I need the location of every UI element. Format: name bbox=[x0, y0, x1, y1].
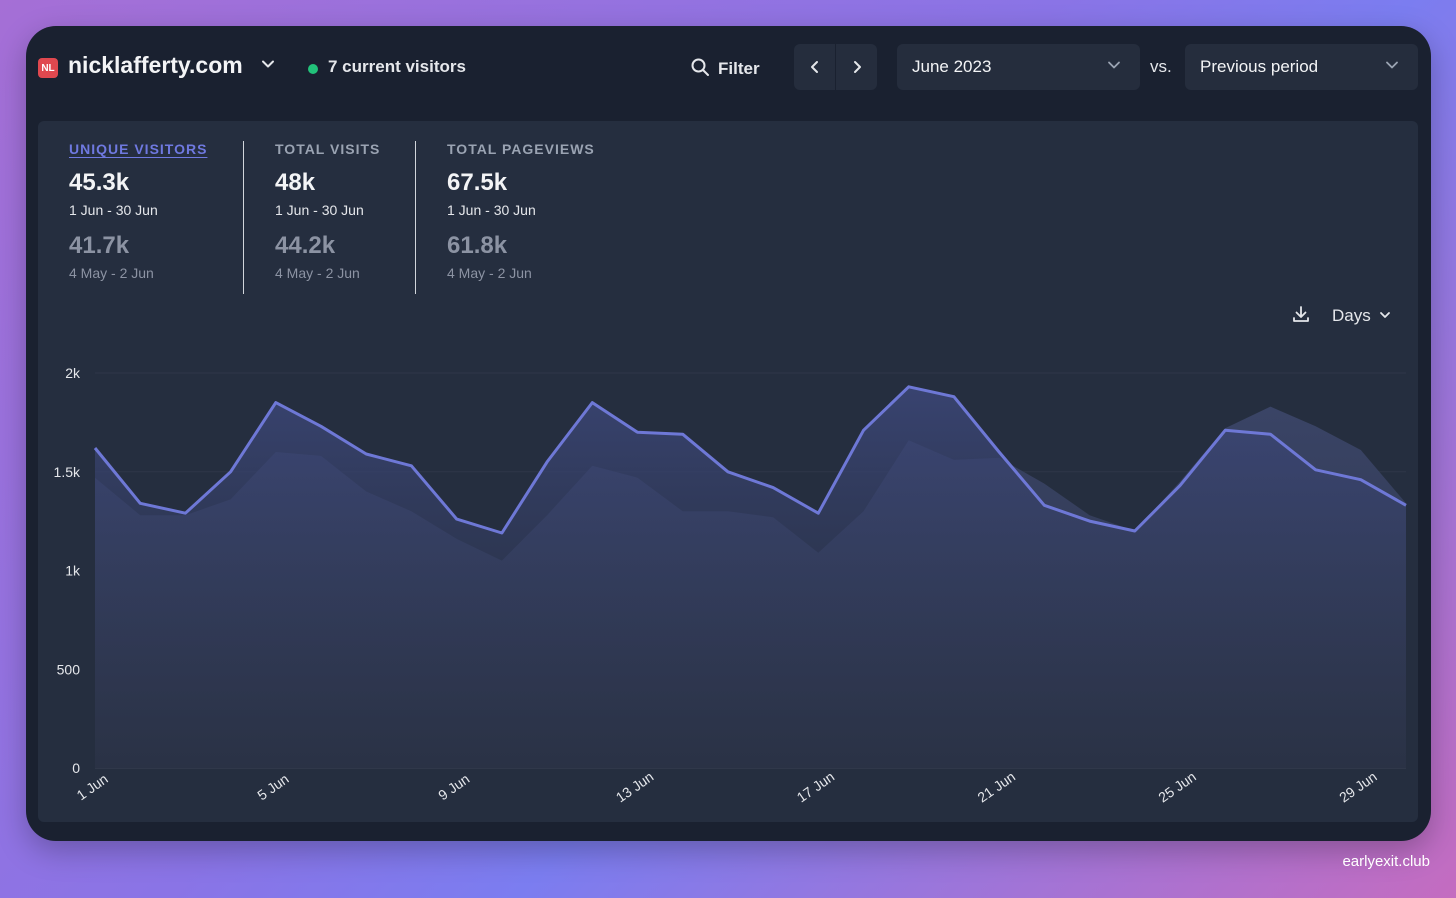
stat-label: UNIQUE VISITORS bbox=[69, 141, 208, 157]
stat-previous-range: 4 May - 2 Jun bbox=[69, 265, 154, 281]
chevron-down-icon[interactable] bbox=[260, 56, 276, 77]
current-period-line bbox=[93, 385, 1407, 535]
period-value: June 2023 bbox=[912, 57, 992, 76]
nav-divider bbox=[835, 44, 836, 90]
x-axis-ticks: 1 Jun 5 Jun 9 Jun 13 Jun 17 Jun 21 Jun 25 Jun 2… bbox=[74, 768, 1380, 805]
y-tick-label: 0 bbox=[72, 760, 80, 776]
stat-value: 48k bbox=[275, 169, 316, 196]
site-name[interactable]: nicklafferty.com bbox=[68, 52, 243, 78]
chevron-down-icon bbox=[1384, 57, 1400, 78]
x-tick-label: 5 Jun bbox=[254, 771, 291, 804]
stat-total-visits[interactable]: TOTAL VISITS 48k 1 Jun - 30 Jun 44.2k 4 … bbox=[275, 141, 380, 281]
chevron-left-icon bbox=[810, 61, 818, 73]
stat-unique-visitors[interactable]: UNIQUE VISITORS 45.3k 1 Jun - 30 Jun 41.… bbox=[69, 141, 207, 281]
current-visitors[interactable]: 7 current visitors bbox=[328, 57, 466, 76]
stat-previous-value: 41.7k bbox=[69, 232, 130, 259]
x-tick-label: 21 Jun bbox=[974, 768, 1018, 805]
filter-label: Filter bbox=[718, 59, 760, 78]
chart-areas bbox=[93, 385, 1407, 768]
current-period-area bbox=[95, 386, 1406, 768]
site-favicon: NL bbox=[38, 58, 58, 78]
analytics-window: NL nicklafferty.com 7 current visitors F… bbox=[26, 26, 1431, 841]
stat-range: 1 Jun - 30 Jun bbox=[275, 202, 364, 218]
period-select[interactable]: June 2023 bbox=[897, 44, 1140, 90]
stat-range: 1 Jun - 30 Jun bbox=[447, 202, 536, 218]
period-nav bbox=[794, 44, 877, 90]
stat-total-pageviews[interactable]: TOTAL PAGEVIEWS 67.5k 1 Jun - 30 Jun 61.… bbox=[447, 141, 595, 281]
stat-previous-value: 44.2k bbox=[275, 232, 336, 259]
stat-range: 1 Jun - 30 Jun bbox=[69, 202, 158, 218]
stat-previous-range: 4 May - 2 Jun bbox=[447, 265, 532, 281]
stat-value: 45.3k bbox=[69, 169, 130, 196]
x-tick-label: 13 Jun bbox=[613, 768, 657, 805]
stat-previous-range: 4 May - 2 Jun bbox=[275, 265, 360, 281]
granularity-select[interactable]: Days bbox=[1332, 306, 1391, 326]
y-tick-label: 1k bbox=[65, 563, 81, 579]
search-icon bbox=[690, 57, 710, 82]
watermark-credit: earlyexit.club bbox=[1342, 853, 1430, 870]
stat-value: 67.5k bbox=[447, 169, 508, 196]
granularity-value: Days bbox=[1332, 306, 1371, 325]
vs-label: vs. bbox=[1150, 57, 1172, 76]
filter-button[interactable]: Filter bbox=[690, 52, 760, 86]
compare-select[interactable]: Previous period bbox=[1185, 44, 1418, 90]
y-tick-label: 500 bbox=[57, 661, 81, 677]
next-period-button[interactable] bbox=[836, 44, 877, 90]
download-icon[interactable] bbox=[1291, 304, 1311, 329]
previous-period-button[interactable] bbox=[794, 44, 835, 90]
stat-divider bbox=[415, 141, 416, 294]
stat-divider bbox=[243, 141, 244, 294]
x-tick-label: 9 Jun bbox=[435, 771, 472, 804]
stat-label: TOTAL PAGEVIEWS bbox=[447, 141, 595, 157]
chevron-down-icon bbox=[1106, 57, 1122, 78]
x-tick-label: 25 Jun bbox=[1155, 768, 1199, 805]
stats-panel: UNIQUE VISITORS 45.3k 1 Jun - 30 Jun 41.… bbox=[38, 121, 1418, 822]
y-tick-label: 1.5k bbox=[54, 464, 81, 480]
chevron-right-icon bbox=[853, 61, 861, 73]
y-tick-label: 2k bbox=[65, 365, 81, 381]
stat-label: TOTAL VISITS bbox=[275, 141, 381, 157]
compare-value: Previous period bbox=[1200, 57, 1319, 76]
y-axis-ticks: 0 500 1k 1.5k 2k bbox=[54, 365, 81, 776]
chevron-down-icon bbox=[1379, 306, 1391, 326]
x-tick-label: 29 Jun bbox=[1336, 768, 1380, 805]
live-indicator-dot bbox=[308, 64, 318, 74]
x-tick-label: 17 Jun bbox=[794, 768, 838, 805]
stat-previous-value: 61.8k bbox=[447, 232, 508, 259]
